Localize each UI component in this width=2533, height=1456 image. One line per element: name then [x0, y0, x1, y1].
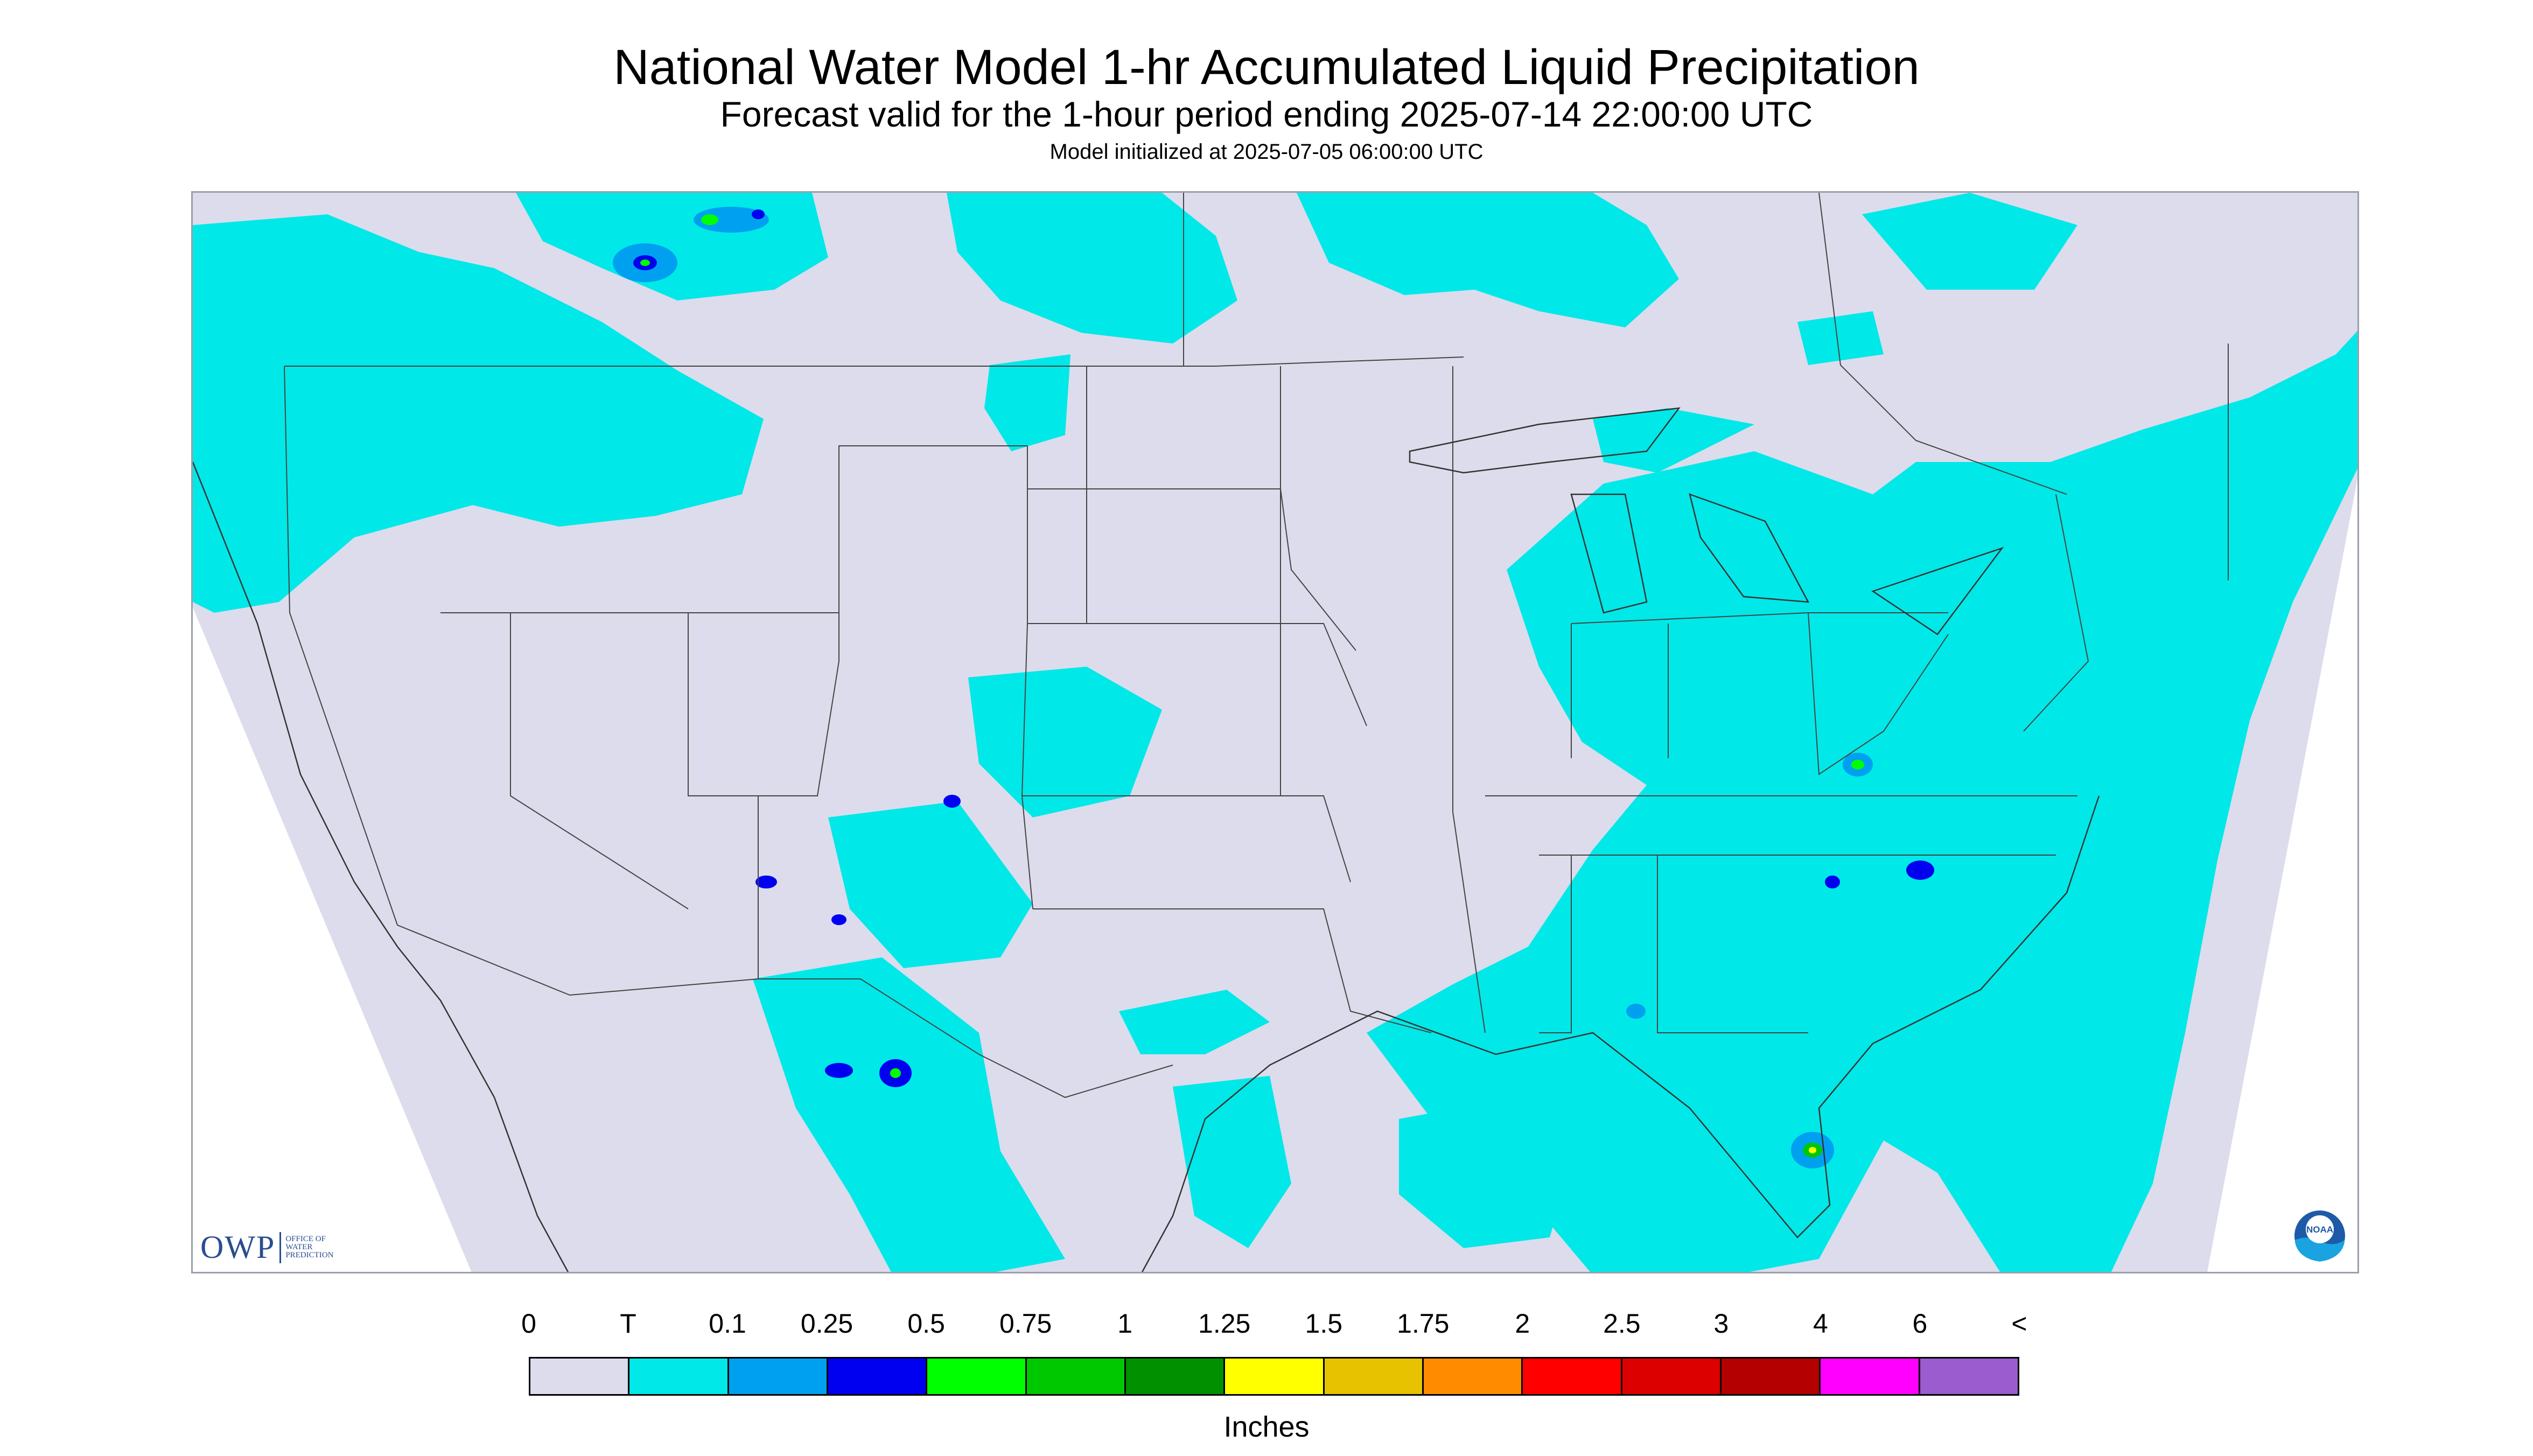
legend-tick-label: 0 [521, 1308, 536, 1339]
legend-swatch [1821, 1359, 1920, 1394]
legend-swatch [530, 1359, 630, 1394]
owp-logo-line-2: WATER [285, 1243, 313, 1251]
owp-logo-line-3: PREDICTION [285, 1251, 334, 1259]
legend-swatch [729, 1359, 828, 1394]
color-legend [529, 1357, 2019, 1396]
noaa-logo: NOAA [2293, 1209, 2346, 1262]
legend-swatch [1523, 1359, 1622, 1394]
legend-swatch [927, 1359, 1027, 1394]
legend-swatch [629, 1359, 729, 1394]
legend-tick-label: 4 [1813, 1308, 1828, 1339]
legend-tick-label: T [620, 1308, 636, 1339]
owp-logo-mark: OWP [200, 1229, 276, 1265]
legend-tick-label: 3 [1713, 1308, 1729, 1339]
legend-tick-label: 0.75 [999, 1308, 1052, 1339]
map-canvas [193, 193, 2357, 1272]
legend-tick-label: 0.25 [800, 1308, 853, 1339]
owp-logo: OWP OFFICE OF WATER PREDICTION [200, 1229, 334, 1266]
legend-tick-label: 1 [1117, 1308, 1133, 1339]
legend-tick-label: 0.5 [907, 1308, 945, 1339]
legend-tick-label: 2 [1515, 1308, 1530, 1339]
model-init-line: Model initialized at 2025-07-05 06:00:00… [1049, 140, 1484, 164]
political-boundaries [284, 193, 2229, 1098]
owp-logo-line-1: OFFICE OF [285, 1235, 326, 1243]
legend-swatch [1920, 1359, 2018, 1394]
legend-swatch [1026, 1359, 1126, 1394]
precipitation-map [191, 191, 2359, 1273]
legend-labels: 0 T 0.1 0.25 0.5 0.75 1 1.25 1.5 1.75 2 2.5 3 4 6 < [0, 1307, 2533, 1340]
legend-swatch [1225, 1359, 1325, 1394]
legend-swatch [1721, 1359, 1821, 1394]
legend-swatch [1622, 1359, 1722, 1394]
forecast-valid-subtitle: Forecast valid for the 1-hour period end… [720, 94, 1813, 134]
legend-tick-label: < [2011, 1308, 2027, 1339]
heavy-precip-cells [613, 207, 1934, 1168]
legend-tick-label: 0.1 [709, 1308, 746, 1339]
legend-swatch [1423, 1359, 1523, 1394]
legend-swatch [1324, 1359, 1424, 1394]
legend-tick-label: 1.75 [1397, 1308, 1450, 1339]
noaa-logo-text: NOAA [2306, 1224, 2333, 1235]
map-title: National Water Model 1-hr Accumulated Li… [613, 40, 1920, 95]
legend-swatch [828, 1359, 928, 1394]
owp-logo-separator [279, 1231, 282, 1263]
legend-tick-label: 6 [1912, 1308, 1928, 1339]
legend-tick-label: 1.25 [1198, 1308, 1251, 1339]
legend-swatch [1125, 1359, 1226, 1394]
owp-logo-text: OFFICE OF WATER PREDICTION [285, 1235, 333, 1259]
legend-unit: Inches [1223, 1411, 1310, 1443]
coastlines [193, 407, 2100, 1272]
legend-tick-label: 1.5 [1305, 1308, 1343, 1339]
legend-tick-label: 2.5 [1603, 1308, 1641, 1339]
